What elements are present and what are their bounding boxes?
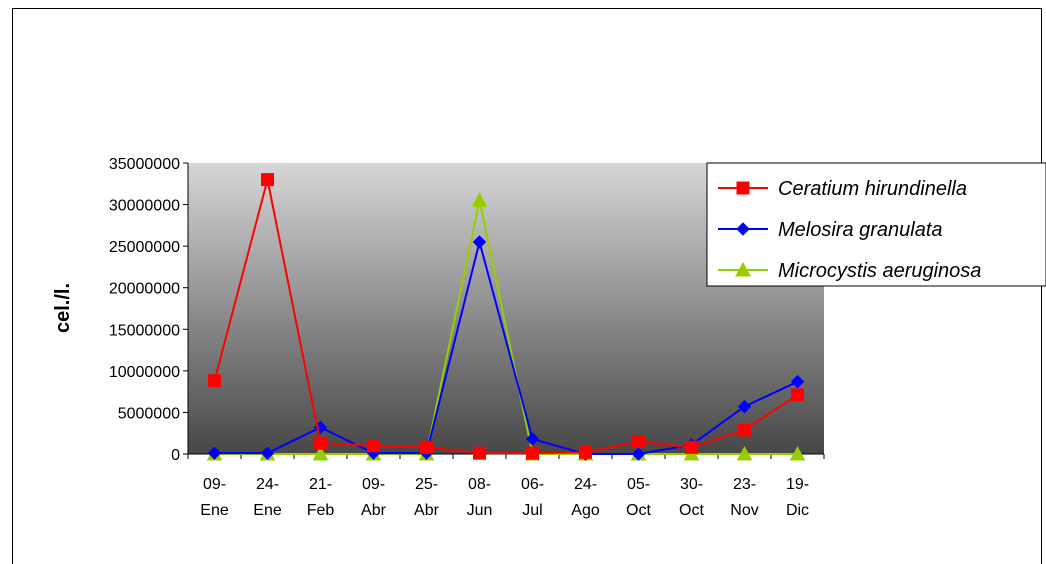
x-tick-label: 21-Feb — [307, 476, 335, 519]
x-tick-label: 25-Abr — [414, 476, 440, 519]
x-tick-label: 06-Jul — [521, 476, 544, 519]
data-point — [473, 446, 486, 460]
y-tick-label: 15000000 — [109, 322, 180, 339]
series-line — [213, 179, 799, 455]
legend: Ceratium hirundinella Melosira granulata M… — [706, 162, 1046, 287]
data-point — [526, 446, 539, 460]
data-point — [631, 447, 646, 461]
data-point — [579, 445, 592, 459]
y-tick-label: 20000000 — [109, 281, 180, 298]
data-point — [789, 445, 806, 461]
y-tick-label: 25000000 — [109, 239, 180, 256]
data-point — [260, 446, 275, 460]
legend-marker — [735, 261, 751, 277]
legend-box — [706, 162, 1046, 287]
x-tick-label: 24-Ene — [253, 476, 282, 519]
y-tick-label: 10000000 — [109, 364, 180, 381]
data-point — [420, 440, 433, 454]
x-tick-label: 23-Nov — [730, 476, 758, 519]
data-point — [790, 374, 805, 389]
y-tick-label: 30000000 — [109, 198, 180, 215]
x-tick-label: 19-Dic — [786, 476, 809, 519]
x-tick-label: 09-Abr — [361, 476, 387, 519]
data-point — [738, 423, 751, 437]
y-axis-title: cel./l. — [52, 283, 74, 333]
y-axis-ticks: 0 5000000 10000000 15000000 20000000 25000000… — [109, 156, 188, 464]
series-line — [214, 238, 798, 455]
series-diamond — [207, 235, 805, 461]
x-axis-ticks: 09-Ene 24-Ene 21-Feb 09-Abr 25-Abr 08-Jun 06-J… — [187, 454, 825, 519]
data-point — [525, 432, 540, 446]
data-point — [367, 439, 380, 453]
y-tick-label: 5000000 — [118, 405, 180, 422]
data-point — [314, 436, 327, 450]
x-tick-label: 08-Jun — [467, 476, 493, 519]
legend-marker — [736, 222, 750, 236]
legend-label: Ceratium hirundinella — [778, 178, 967, 200]
series-square — [208, 173, 804, 460]
data-point — [261, 173, 274, 187]
data-point — [312, 445, 329, 461]
y-tick-label: 0 — [171, 447, 180, 464]
data-point — [632, 435, 645, 449]
x-tick-label: 24-Ago — [571, 476, 600, 519]
data-point — [472, 235, 487, 249]
x-tick-label: 09-Ene — [200, 476, 229, 519]
series-layer — [206, 173, 806, 461]
data-point — [207, 446, 222, 460]
data-point — [208, 374, 221, 388]
legend-label: Melosira granulata — [778, 219, 943, 241]
data-point — [736, 445, 753, 461]
x-tick-label: 05-Oct — [626, 476, 651, 519]
series-line — [214, 200, 798, 455]
data-point — [737, 399, 752, 414]
x-tick-label: 30-Oct — [679, 476, 704, 519]
legend-marker — [736, 181, 750, 195]
y-tick-label: 35000000 — [109, 156, 180, 173]
data-point — [471, 192, 488, 207]
legend-label: Microcystis aeruginosa — [778, 260, 981, 282]
data-point — [685, 440, 698, 454]
data-point — [791, 388, 804, 402]
